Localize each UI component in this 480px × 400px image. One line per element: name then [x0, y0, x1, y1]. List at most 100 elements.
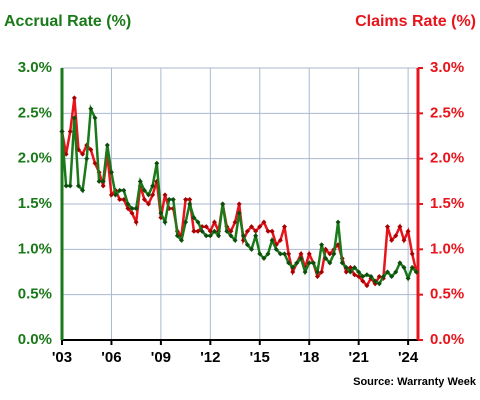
data-point [352, 264, 358, 270]
data-point [141, 196, 147, 202]
data-point [327, 251, 333, 257]
data-point [236, 210, 242, 216]
data-point [236, 201, 242, 207]
y2-tick-label: 1.0% [430, 240, 464, 257]
data-point [166, 196, 172, 202]
data-point [220, 201, 226, 207]
data-point [277, 237, 283, 243]
y2-tick-label: 2.0% [430, 150, 464, 167]
data-point [401, 264, 407, 270]
y-tick-label: 0.0% [18, 331, 52, 348]
x-tick-label: '09 [151, 349, 171, 366]
data-point [207, 228, 213, 234]
x-tick-label: '21 [349, 349, 369, 366]
data-point [129, 210, 135, 216]
data-point [347, 269, 353, 275]
data-point [150, 183, 156, 189]
data-point [405, 275, 411, 281]
data-point [178, 237, 184, 243]
y-tick-label: 2.5% [18, 104, 52, 121]
data-point [343, 264, 349, 270]
data-point [224, 228, 230, 234]
data-point [108, 192, 114, 198]
data-point [183, 219, 189, 225]
data-point [203, 224, 209, 230]
x-tick-label: '18 [299, 349, 319, 366]
y2-tick-label: 3.0% [430, 59, 464, 76]
data-point [327, 260, 333, 266]
y-tick-label: 0.5% [18, 286, 52, 303]
data-point [314, 269, 320, 275]
data-point [92, 115, 98, 121]
data-point [339, 260, 345, 266]
data-point [100, 183, 106, 189]
data-point [364, 272, 370, 278]
data-point [298, 251, 304, 257]
data-point [356, 274, 362, 280]
data-point [67, 183, 73, 189]
data-point [273, 246, 279, 252]
x-tick-label: '06 [101, 349, 121, 366]
data-point [96, 178, 102, 184]
data-point [286, 260, 292, 266]
data-point [306, 260, 312, 266]
data-point [265, 251, 271, 257]
data-point [104, 142, 110, 148]
data-point [389, 274, 395, 280]
data-point [290, 269, 296, 275]
data-point [133, 206, 139, 212]
data-point [195, 219, 201, 225]
data-point [286, 251, 292, 257]
x-tick-label: '12 [200, 349, 220, 366]
data-point [125, 206, 131, 212]
y-tick-label: 1.0% [18, 240, 52, 257]
data-point [306, 251, 312, 257]
data-point [323, 255, 329, 261]
data-point [191, 228, 197, 234]
data-point [154, 160, 160, 166]
data-point [257, 224, 263, 230]
data-point [319, 242, 325, 248]
data-point [59, 128, 65, 134]
data-point [249, 224, 255, 230]
data-point [397, 224, 403, 230]
data-point [133, 219, 139, 225]
y-tick-label: 2.0% [18, 150, 52, 167]
left-axis-title: Accrual Rate (%) [4, 13, 131, 30]
y2-tick-label: 2.5% [430, 104, 464, 121]
data-point [88, 147, 94, 153]
data-point [71, 115, 77, 121]
data-point [257, 251, 263, 257]
data-point [253, 233, 259, 239]
data-point [397, 260, 403, 266]
data-point [409, 264, 415, 270]
data-point [240, 233, 246, 239]
data-point [71, 95, 77, 101]
data-point [211, 219, 217, 225]
y-tick-label: 3.0% [18, 59, 52, 76]
data-point [335, 219, 341, 225]
data-point [141, 187, 147, 193]
data-point [376, 281, 382, 287]
data-point [302, 269, 308, 275]
data-point [232, 219, 238, 225]
data-point [117, 187, 123, 193]
data-point [253, 228, 259, 234]
data-point [401, 237, 407, 243]
source-note: Source: Warranty Week [353, 376, 477, 388]
data-point [232, 237, 238, 243]
data-point [183, 196, 189, 202]
data-point [343, 269, 349, 275]
data-point [75, 183, 81, 189]
data-point [261, 255, 267, 261]
data-point [352, 272, 358, 278]
data-point [187, 201, 193, 207]
data-point [269, 228, 275, 234]
data-point [244, 242, 250, 248]
data-point [389, 237, 395, 243]
right-axis-title: Claims Rate (%) [355, 13, 476, 30]
data-point [380, 274, 386, 280]
data-point [67, 128, 73, 134]
data-point [174, 233, 180, 239]
data-point [100, 178, 106, 184]
